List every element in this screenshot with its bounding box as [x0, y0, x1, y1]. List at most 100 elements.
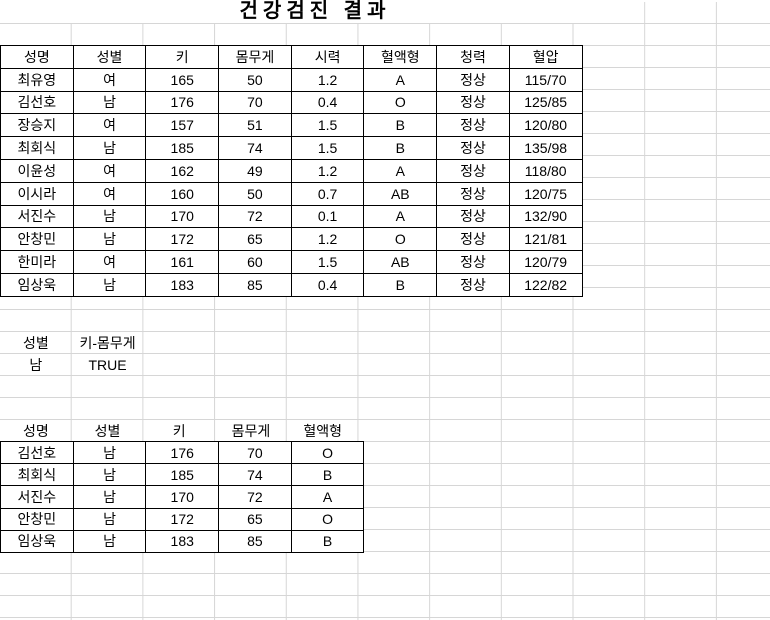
cell-height[interactable]: 185 [145, 463, 220, 487]
cell-name[interactable]: 이시라 [0, 181, 74, 206]
cell-weight[interactable]: 85 [218, 529, 292, 553]
cell-blood-pressure[interactable]: 132/90 [508, 204, 583, 229]
cell-weight[interactable]: 72 [218, 485, 292, 509]
cell-name[interactable]: 이윤성 [0, 158, 74, 183]
cell-height[interactable]: 185 [145, 136, 220, 160]
cell-blood-type[interactable]: B [363, 272, 438, 297]
cell-weight[interactable]: 85 [218, 272, 292, 297]
cell-vision[interactable]: 1.5 [290, 136, 365, 160]
cell-weight[interactable]: 74 [218, 463, 292, 487]
header-cell-hearing[interactable]: 청력 [436, 45, 510, 69]
cell-blood-type[interactable]: O [363, 227, 438, 252]
cell-vision[interactable]: 1.2 [290, 67, 365, 92]
cell-blood-pressure[interactable]: 120/79 [508, 250, 583, 274]
cell-blood-pressure[interactable]: 118/80 [508, 158, 583, 183]
cell-vision[interactable]: 1.5 [290, 250, 365, 274]
cell-weight[interactable]: 50 [218, 181, 292, 206]
cell-weight[interactable]: 74 [218, 136, 292, 160]
cell-weight[interactable]: 49 [218, 158, 292, 183]
cell-height[interactable]: 172 [145, 227, 220, 252]
cell-blood-type[interactable]: B [363, 136, 438, 160]
cell-weight[interactable]: 65 [218, 227, 292, 252]
cell-name[interactable]: 서진수 [0, 485, 74, 509]
header-cell-blood-pressure[interactable]: 혈압 [508, 45, 583, 69]
cell-height[interactable]: 162 [145, 158, 220, 183]
filtered-header-height[interactable]: 키 [172, 423, 186, 439]
header-cell-blood-type[interactable]: 혈액형 [363, 45, 438, 69]
criteria-formula-header[interactable]: 키-몸무게 [79, 335, 136, 351]
header-cell-gender[interactable]: 성별 [72, 45, 147, 69]
cell-gender[interactable]: 남 [72, 227, 147, 252]
cell-vision[interactable]: 0.4 [290, 90, 365, 115]
cell-hearing[interactable]: 정상 [436, 136, 510, 160]
cell-hearing[interactable]: 정상 [436, 113, 510, 138]
cell-height[interactable]: 172 [145, 507, 220, 531]
cell-vision[interactable]: 0.4 [290, 272, 365, 297]
cell-gender[interactable]: 남 [72, 90, 147, 115]
cell-height[interactable]: 183 [145, 529, 220, 553]
criteria-formula-value[interactable]: TRUE [88, 357, 127, 373]
cell-gender[interactable]: 여 [72, 181, 147, 206]
cell-gender[interactable]: 여 [72, 67, 147, 92]
cell-name[interactable]: 김선호 [0, 440, 74, 465]
cell-blood-pressure[interactable]: 125/85 [508, 90, 583, 115]
cell-gender[interactable]: 남 [72, 485, 147, 509]
cell-name[interactable]: 김선호 [0, 90, 74, 115]
cell-vision[interactable]: 1.5 [290, 113, 365, 138]
filtered-header-name[interactable]: 성명 [22, 423, 49, 439]
cell-hearing[interactable]: 정상 [436, 67, 510, 92]
cell-weight[interactable]: 72 [218, 204, 292, 229]
cell-blood-type[interactable]: B [363, 113, 438, 138]
cell-height[interactable]: 170 [145, 204, 220, 229]
cell-gender[interactable]: 남 [72, 507, 147, 531]
cell-hearing[interactable]: 정상 [436, 204, 510, 229]
header-cell-weight[interactable]: 몸무게 [218, 45, 292, 69]
cell-blood-type[interactable]: A [363, 158, 438, 183]
cell-height[interactable]: 170 [145, 485, 220, 509]
cell-gender[interactable]: 여 [72, 250, 147, 274]
cell-vision[interactable]: 0.7 [290, 181, 365, 206]
cell-height[interactable]: 165 [145, 67, 220, 92]
cell-hearing[interactable]: 정상 [436, 250, 510, 274]
cell-name[interactable]: 최유영 [0, 67, 74, 92]
cell-name[interactable]: 임상욱 [0, 529, 74, 553]
header-cell-name[interactable]: 성명 [0, 45, 74, 69]
cell-weight[interactable]: 70 [218, 440, 292, 465]
cell-height[interactable]: 176 [145, 90, 220, 115]
cell-name[interactable]: 한미라 [0, 250, 74, 274]
cell-vision[interactable]: 1.2 [290, 227, 365, 252]
cell-name[interactable]: 안창민 [0, 227, 74, 252]
cell-weight[interactable]: 50 [218, 67, 292, 92]
criteria-gender-value[interactable]: 남 [29, 357, 43, 373]
cell-hearing[interactable]: 정상 [436, 90, 510, 115]
header-cell-vision[interactable]: 시력 [290, 45, 365, 69]
cell-blood-pressure[interactable]: 120/75 [508, 181, 583, 206]
cell-weight[interactable]: 60 [218, 250, 292, 274]
cell-blood-type[interactable]: B [290, 463, 365, 487]
cell-gender[interactable]: 남 [72, 272, 147, 297]
cell-blood-type[interactable]: B [290, 529, 365, 553]
filtered-header-weight[interactable]: 몸무게 [231, 423, 271, 439]
cell-name[interactable]: 안창민 [0, 507, 74, 531]
cell-weight[interactable]: 70 [218, 90, 292, 115]
sheet-title[interactable]: 건강검진 결과 [28, 0, 602, 23]
cell-name[interactable]: 서진수 [0, 204, 74, 229]
filtered-header-blood-type[interactable]: 혈액형 [303, 423, 342, 439]
cell-hearing[interactable]: 정상 [436, 227, 510, 252]
cell-hearing[interactable]: 정상 [436, 272, 510, 297]
cell-blood-type[interactable]: O [363, 90, 438, 115]
cell-blood-type[interactable]: A [363, 204, 438, 229]
cell-name[interactable]: 임상욱 [0, 272, 74, 297]
cell-gender[interactable]: 남 [72, 440, 147, 465]
cell-weight[interactable]: 51 [218, 113, 292, 138]
cell-vision[interactable]: 0.1 [290, 204, 365, 229]
cell-gender[interactable]: 여 [72, 113, 147, 138]
cell-blood-type[interactable]: O [290, 440, 365, 465]
cell-height[interactable]: 161 [145, 250, 220, 274]
cell-weight[interactable]: 65 [218, 507, 292, 531]
filtered-result-table[interactable]: 김선호 남 176 70 O 최회식 남 185 74 B 서진수 남 170 72 A 안창민 남 172 65 O… [0, 440, 365, 553]
cell-blood-type[interactable]: A [363, 67, 438, 92]
cell-vision[interactable]: 1.2 [290, 158, 365, 183]
criteria-gender-header[interactable]: 성별 [22, 335, 49, 351]
cell-name[interactable]: 장승지 [0, 113, 74, 138]
